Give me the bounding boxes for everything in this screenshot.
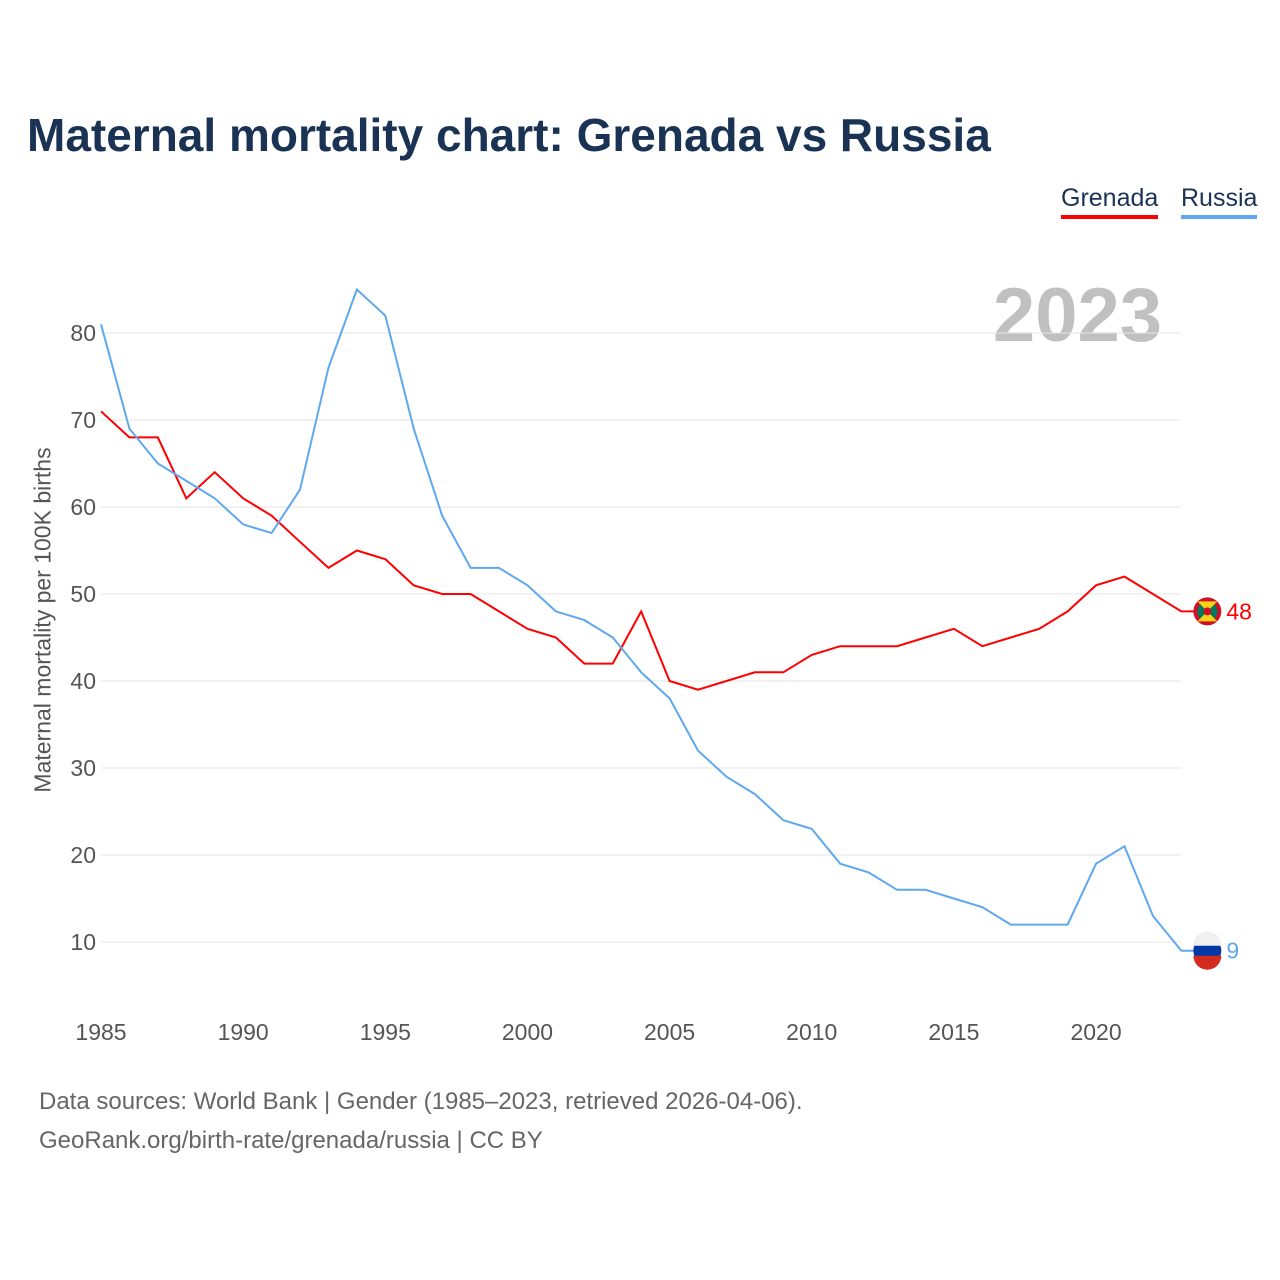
y-tick-label: 40 <box>70 668 96 694</box>
legend-russia[interactable]: Russia <box>1181 184 1258 219</box>
source-text: Data sources: World Bank | Gender (1985–… <box>39 1088 803 1115</box>
x-tick-label: 2005 <box>644 1019 695 1045</box>
grenada-flag-yellow <box>1197 611 1218 622</box>
y-tick-label: 10 <box>70 929 96 955</box>
x-tick-label: 1995 <box>360 1019 411 1045</box>
x-tick-label: 2015 <box>928 1019 979 1045</box>
year-label: 2023 <box>992 273 1162 358</box>
x-tick-label: 2010 <box>786 1019 837 1045</box>
end-value-label: 9 <box>1226 938 1239 964</box>
legend-grenada[interactable]: Grenada <box>1061 184 1159 219</box>
series-line-grenada <box>100 410 1196 691</box>
y-tick-label: 60 <box>70 494 96 520</box>
y-tick-label: 20 <box>70 842 96 868</box>
y-tick-label: 30 <box>70 755 96 781</box>
grenada-flag-center <box>1203 607 1212 616</box>
x-tick-label: 1985 <box>75 1019 126 1045</box>
chart-title: Maternal mortality chart: Grenada vs Rus… <box>27 109 991 161</box>
y-tick-label: 70 <box>70 407 96 433</box>
x-tick-label: 2020 <box>1070 1019 1121 1045</box>
y-tick-label: 50 <box>70 581 96 607</box>
russia-flag-white <box>1193 931 1222 946</box>
y-tick-label: 80 <box>70 320 96 346</box>
x-tick-label: 1990 <box>218 1019 269 1045</box>
x-tick-label: 2000 <box>502 1019 553 1045</box>
source-url: GeoRank.org/birth-rate/grenada/russia | … <box>39 1127 543 1154</box>
russia-flag-red <box>1193 955 1222 970</box>
series-line-russia <box>100 287 1196 952</box>
end-value-label: 48 <box>1226 598 1252 624</box>
grenada-flag-yellow <box>1197 601 1218 612</box>
